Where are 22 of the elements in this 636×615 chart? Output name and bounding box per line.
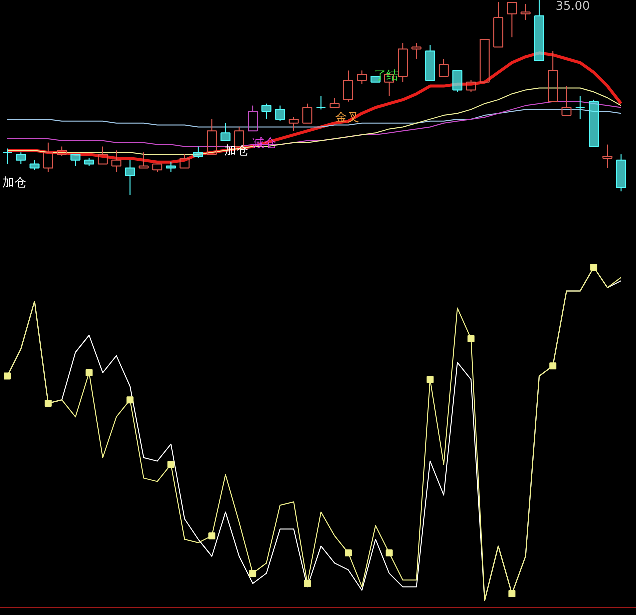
point xyxy=(168,461,175,468)
annotation: 加仓 xyxy=(2,175,27,190)
point xyxy=(86,369,93,376)
candlestick xyxy=(125,160,136,196)
point xyxy=(468,335,475,342)
annotation: 35.00 xyxy=(556,0,590,14)
candlestick xyxy=(575,96,586,120)
point xyxy=(126,396,134,404)
point xyxy=(44,400,52,407)
point xyxy=(550,362,557,370)
point xyxy=(508,590,516,598)
candlestick xyxy=(398,42,408,83)
point xyxy=(590,264,598,271)
candlestick xyxy=(520,4,531,20)
point xyxy=(386,550,393,557)
point xyxy=(426,376,434,384)
point xyxy=(250,570,257,577)
point xyxy=(345,550,352,557)
point xyxy=(208,532,216,540)
point xyxy=(304,580,312,588)
point xyxy=(4,372,11,380)
candlestick xyxy=(602,144,613,169)
